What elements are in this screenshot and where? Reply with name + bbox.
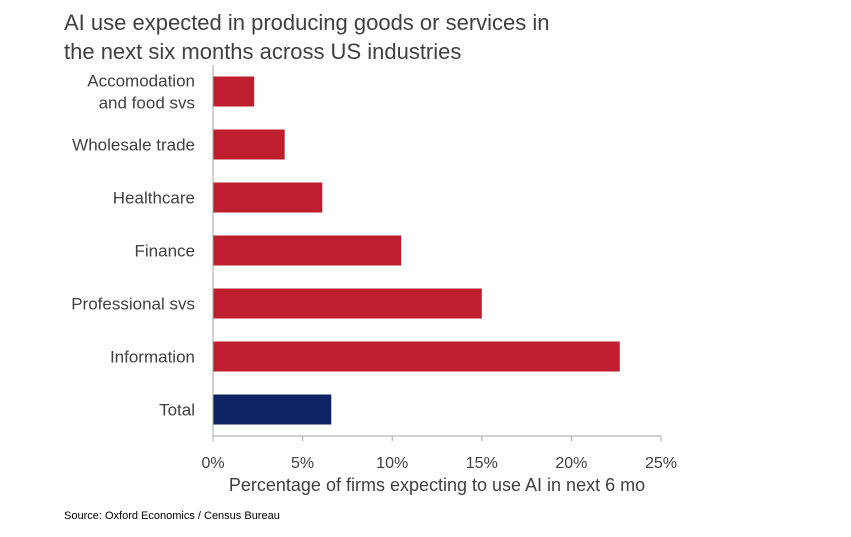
category-label-4: Professional svs: [71, 295, 195, 314]
category-label-3: Finance: [135, 242, 195, 261]
category-label-6: Total: [159, 401, 195, 420]
bar-6: [213, 394, 332, 425]
source-note: Source: Oxford Economics / Census Bureau: [64, 510, 280, 522]
category-label-0-1: and food svs: [99, 94, 195, 113]
x-tick-label-0: 0%: [201, 455, 224, 472]
bar-1: [213, 129, 285, 160]
x-axis-title: Percentage of firms expecting to use AI …: [229, 475, 645, 495]
bar-5: [213, 341, 620, 372]
chart-title-line-2: the next six months across US industries: [64, 39, 462, 64]
chart-title-line-1: AI use expected in producing goods or se…: [64, 10, 550, 35]
bar-2: [213, 182, 323, 213]
bar-0: [213, 76, 255, 107]
x-tick-label-3: 15%: [466, 455, 498, 472]
x-tick-label-2: 10%: [376, 455, 408, 472]
bar-3: [213, 235, 402, 266]
x-tick-label-5: 25%: [645, 455, 677, 472]
category-label-0-0: Accomodation: [87, 72, 195, 91]
x-tick-label-1: 5%: [291, 455, 314, 472]
category-label-2: Healthcare: [113, 189, 195, 208]
chart-title: AI use expected in producing goods or se…: [64, 8, 684, 66]
x-tick-label-4: 20%: [555, 455, 587, 472]
category-label-5: Information: [110, 348, 195, 367]
category-label-1: Wholesale trade: [72, 136, 195, 155]
bar-4: [213, 288, 482, 319]
